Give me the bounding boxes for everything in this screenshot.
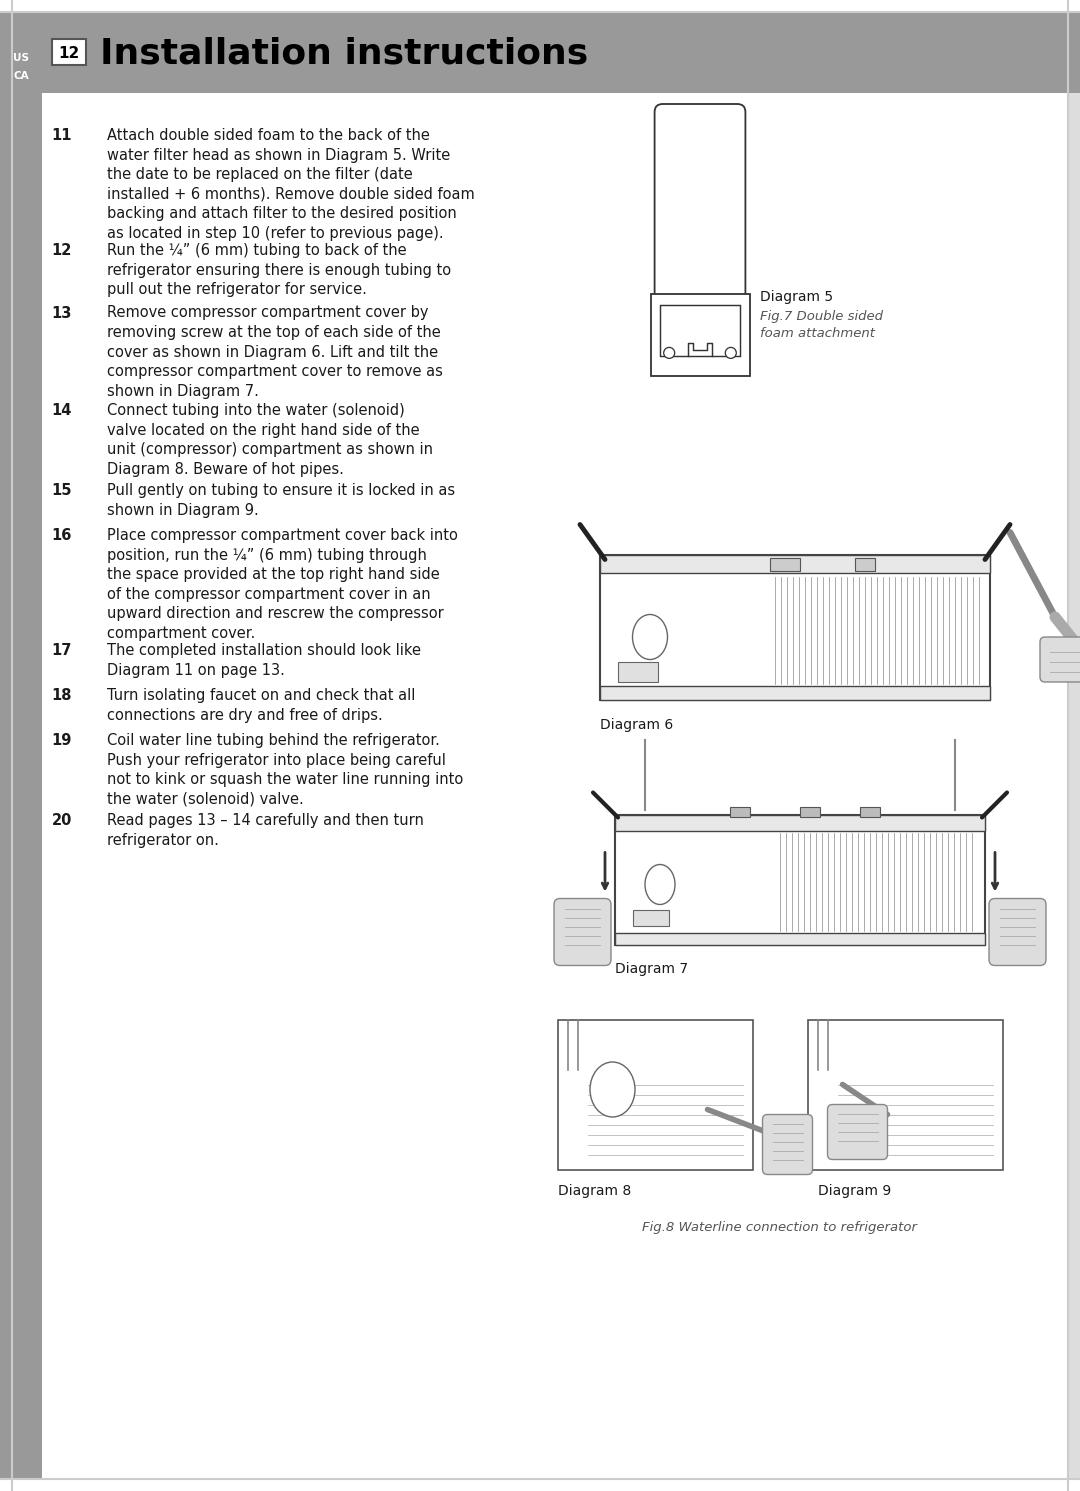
Text: Installation instructions: Installation instructions xyxy=(100,36,589,70)
FancyBboxPatch shape xyxy=(762,1114,812,1175)
Bar xyxy=(660,304,740,356)
Bar xyxy=(600,555,990,699)
Text: 18: 18 xyxy=(52,687,72,702)
Ellipse shape xyxy=(645,865,675,905)
Text: Fig.7 Double sided
foam attachment: Fig.7 Double sided foam attachment xyxy=(760,310,883,340)
Bar xyxy=(860,807,880,817)
Bar xyxy=(615,814,985,830)
Text: Fig.8 Waterline connection to refrigerator: Fig.8 Waterline connection to refrigerat… xyxy=(643,1221,918,1235)
Text: Connect tubing into the water (solenoid)
valve located on the right hand side of: Connect tubing into the water (solenoid)… xyxy=(107,403,433,477)
Text: Diagram 8: Diagram 8 xyxy=(557,1184,631,1199)
Text: 20: 20 xyxy=(52,813,72,828)
Bar xyxy=(1068,92,1080,1479)
Text: Diagram 5: Diagram 5 xyxy=(760,291,833,304)
Bar xyxy=(618,662,658,681)
Bar xyxy=(615,814,985,944)
Text: 15: 15 xyxy=(52,483,72,498)
Ellipse shape xyxy=(590,1062,635,1117)
Text: Read pages 13 – 14 carefully and then turn
refrigerator on.: Read pages 13 – 14 carefully and then tu… xyxy=(107,813,423,847)
Text: Turn isolating faucet on and check that all
connections are dry and free of drip: Turn isolating faucet on and check that … xyxy=(107,687,416,723)
FancyBboxPatch shape xyxy=(554,899,611,966)
Circle shape xyxy=(726,347,737,358)
FancyBboxPatch shape xyxy=(1040,637,1080,681)
Text: 12: 12 xyxy=(58,46,80,61)
Bar xyxy=(600,686,990,699)
Bar xyxy=(800,807,820,817)
Text: US: US xyxy=(13,54,29,63)
Bar xyxy=(0,12,1080,92)
Text: The completed installation should look like
Diagram 11 on page 13.: The completed installation should look l… xyxy=(107,643,421,677)
Bar xyxy=(770,558,800,571)
Bar xyxy=(808,1020,1002,1169)
Bar xyxy=(52,39,86,66)
Bar xyxy=(633,910,669,926)
Bar xyxy=(615,932,985,944)
Text: Pull gently on tubing to ensure it is locked in as
shown in Diagram 9.: Pull gently on tubing to ensure it is lo… xyxy=(107,483,455,517)
Text: Diagram 9: Diagram 9 xyxy=(818,1184,891,1199)
Text: 12: 12 xyxy=(52,243,72,258)
Text: Run the ¼” (6 mm) tubing to back of the
refrigerator ensuring there is enough tu: Run the ¼” (6 mm) tubing to back of the … xyxy=(107,243,451,297)
Text: Attach double sided foam to the back of the
water filter head as shown in Diagra: Attach double sided foam to the back of … xyxy=(107,128,475,242)
Text: CA: CA xyxy=(13,72,29,81)
Text: 16: 16 xyxy=(52,528,72,543)
Text: 11: 11 xyxy=(52,128,72,143)
Text: Diagram 7: Diagram 7 xyxy=(615,963,688,977)
Text: Remove compressor compartment cover by
removing screw at the top of each side of: Remove compressor compartment cover by r… xyxy=(107,306,443,398)
Text: Place compressor compartment cover back into
position, run the ¼” (6 mm) tubing : Place compressor compartment cover back … xyxy=(107,528,458,641)
Circle shape xyxy=(664,347,675,358)
Text: Coil water line tubing behind the refrigerator.
Push your refrigerator into plac: Coil water line tubing behind the refrig… xyxy=(107,734,463,807)
Text: 19: 19 xyxy=(52,734,72,748)
Bar xyxy=(557,1020,753,1169)
Bar xyxy=(600,555,990,573)
Text: 13: 13 xyxy=(52,306,72,321)
Ellipse shape xyxy=(633,614,667,659)
FancyBboxPatch shape xyxy=(989,899,1047,966)
Bar xyxy=(855,558,875,571)
Text: 17: 17 xyxy=(52,643,72,658)
Bar xyxy=(0,92,42,1479)
Bar xyxy=(650,294,750,376)
Text: 14: 14 xyxy=(52,403,72,417)
Bar xyxy=(730,807,750,817)
FancyBboxPatch shape xyxy=(827,1105,888,1160)
Text: Diagram 6: Diagram 6 xyxy=(600,717,673,732)
FancyBboxPatch shape xyxy=(654,104,745,307)
